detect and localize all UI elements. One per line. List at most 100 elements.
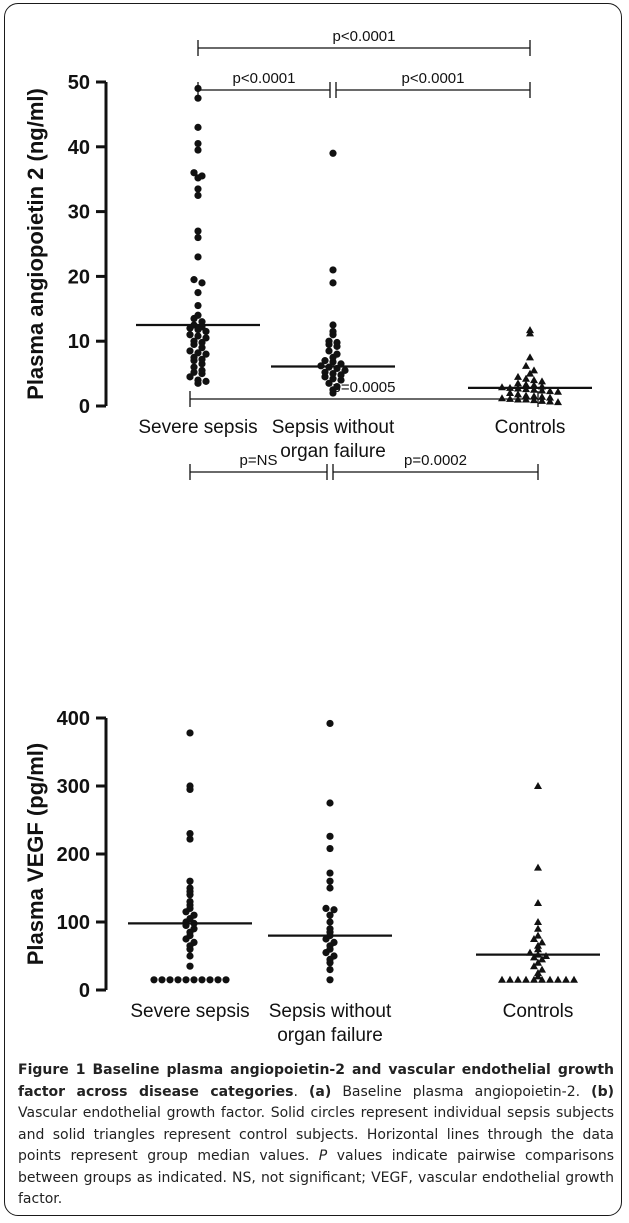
data-point-circle bbox=[329, 327, 337, 336]
caption-p-letter: P bbox=[318, 1148, 328, 1164]
data-point-triangle bbox=[546, 975, 554, 983]
data-point-circle bbox=[329, 149, 337, 157]
category-label-line: Sepsis without bbox=[269, 1001, 392, 1022]
data-point-circle bbox=[174, 976, 182, 984]
data-point-circle bbox=[186, 835, 194, 843]
data-point-circle bbox=[326, 976, 334, 984]
data-point-circle bbox=[202, 377, 210, 385]
comparison-p-value: p=NS bbox=[240, 452, 278, 469]
data-point-triangle bbox=[530, 396, 538, 404]
data-point-triangle bbox=[530, 975, 538, 983]
data-point-circle bbox=[326, 911, 334, 919]
data-point-circle bbox=[194, 311, 202, 319]
data-point-triangle bbox=[530, 392, 538, 400]
data-point-circle bbox=[202, 334, 210, 342]
data-point-triangle bbox=[498, 383, 506, 391]
data-point-circle bbox=[186, 782, 194, 790]
data-point-circle bbox=[333, 338, 341, 347]
data-point-triangle bbox=[534, 931, 542, 939]
data-point-circle bbox=[326, 918, 334, 926]
data-point-circle bbox=[326, 832, 334, 840]
data-point-triangle bbox=[554, 387, 562, 395]
category-label-line: organ failure bbox=[277, 1025, 383, 1046]
data-point-circle bbox=[206, 976, 214, 984]
y-tick-label: 10 bbox=[68, 331, 90, 353]
data-point-triangle bbox=[554, 398, 562, 406]
data-point-circle bbox=[194, 253, 202, 261]
data-point-triangle bbox=[546, 393, 554, 401]
data-point-triangle bbox=[522, 975, 530, 983]
category-label: Controls bbox=[503, 1001, 574, 1022]
data-point-circle bbox=[222, 976, 230, 984]
data-point-triangle bbox=[530, 935, 538, 942]
data-point-circle bbox=[198, 279, 206, 287]
data-point-circle bbox=[186, 898, 194, 906]
data-point-circle bbox=[194, 191, 202, 199]
data-point-circle bbox=[194, 376, 202, 384]
data-point-circle bbox=[325, 337, 333, 345]
data-point-circle bbox=[186, 884, 194, 892]
data-point-triangle bbox=[522, 374, 530, 382]
data-point-circle bbox=[194, 233, 202, 242]
data-point-circle bbox=[329, 321, 337, 329]
chart-panel-b: 0 100 200 300 400 Plasma VEGF (pg/ml) Severe s… bbox=[23, 379, 600, 1046]
data-point-circle bbox=[190, 337, 198, 345]
data-point-circle bbox=[150, 976, 158, 984]
data-point-circle bbox=[326, 966, 334, 974]
data-point-circle bbox=[194, 139, 202, 148]
data-point-circle bbox=[194, 332, 202, 340]
data-point-triangle bbox=[506, 389, 514, 397]
data-point-triangle bbox=[530, 953, 538, 961]
figure-charts: 0 10 20 30 40 50 Plasma angiopoietin 2 (ng/ml)… bbox=[23, 28, 600, 1046]
data-point-circle bbox=[326, 844, 334, 853]
data-point-triangle bbox=[530, 962, 538, 970]
chart-panel-a: 0 10 20 30 40 50 Plasma angiopoietin 2 (ng/ml)… bbox=[23, 28, 592, 462]
data-point-circle bbox=[190, 938, 198, 947]
caption-text-a: Baseline plasma angiopoietin-2. bbox=[342, 1083, 581, 1100]
data-point-triangle bbox=[506, 975, 514, 983]
data-point-circle bbox=[194, 301, 202, 310]
data-point-circle bbox=[190, 911, 198, 919]
data-point-triangle bbox=[522, 361, 530, 369]
data-point-triangle bbox=[538, 975, 546, 983]
data-point-circle bbox=[325, 347, 333, 355]
data-point-circle bbox=[321, 357, 329, 365]
data-point-circle bbox=[194, 146, 202, 154]
y-tick-label: 400 bbox=[57, 708, 90, 730]
data-point-circle bbox=[198, 366, 206, 374]
category-label-line: Sepsis without bbox=[272, 417, 395, 438]
data-point-triangle bbox=[538, 377, 546, 385]
caption-label-b: (b) bbox=[591, 1083, 614, 1100]
data-point-circle bbox=[214, 976, 222, 984]
y-tick-label: 100 bbox=[57, 912, 90, 934]
data-point-triangle bbox=[534, 941, 542, 949]
data-point-triangle bbox=[534, 782, 542, 789]
comparison-p-value: p=0.0002 bbox=[404, 452, 467, 469]
data-point-circle bbox=[186, 729, 194, 737]
data-point-triangle bbox=[554, 975, 562, 983]
data-point-triangle bbox=[530, 366, 538, 374]
data-point-circle bbox=[166, 976, 174, 984]
data-point-circle bbox=[182, 976, 190, 984]
data-point-triangle bbox=[538, 392, 546, 400]
data-point-circle bbox=[190, 169, 198, 177]
data-point-circle bbox=[186, 331, 194, 339]
data-point-circle bbox=[194, 349, 202, 357]
data-point-triangle bbox=[538, 965, 546, 973]
category-label-line: Severe sepsis bbox=[138, 417, 257, 438]
caption-title: Figure 1 Baseline plasma angiopoietin-2 … bbox=[18, 1062, 614, 1100]
category-label: Controls bbox=[495, 417, 566, 438]
data-point-triangle bbox=[514, 379, 522, 387]
data-point-triangle bbox=[534, 924, 542, 932]
data-point-circle bbox=[333, 350, 341, 358]
data-point-circle bbox=[198, 355, 206, 363]
y-tick-label: 50 bbox=[68, 72, 90, 94]
data-point-circle bbox=[202, 350, 210, 358]
caption-text-b: Vascular endothelial growth factor. Soli… bbox=[18, 1105, 614, 1164]
data-point-triangle bbox=[498, 975, 506, 983]
y-tick-label: 0 bbox=[79, 980, 90, 1002]
data-point-triangle bbox=[526, 369, 534, 377]
data-point-triangle bbox=[530, 381, 538, 389]
data-point-circle bbox=[190, 925, 198, 933]
category-label: Severe sepsis bbox=[138, 417, 257, 438]
